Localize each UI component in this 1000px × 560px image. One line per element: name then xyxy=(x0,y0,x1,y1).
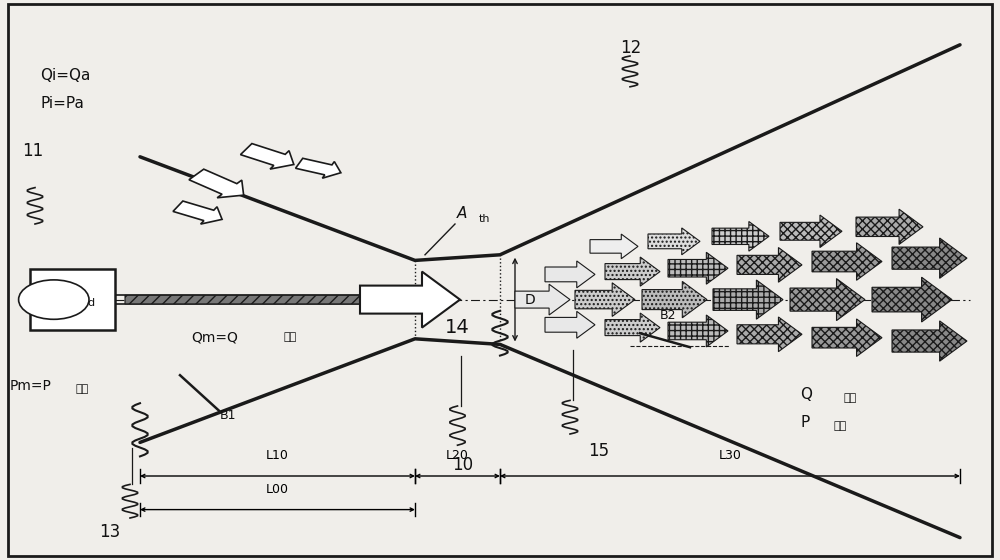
Text: 燃气: 燃气 xyxy=(75,384,88,394)
Polygon shape xyxy=(712,221,769,251)
Text: 13: 13 xyxy=(99,523,121,541)
Text: Qi=Qa: Qi=Qa xyxy=(40,68,90,83)
Text: 14: 14 xyxy=(445,318,470,337)
Text: B1: B1 xyxy=(220,409,237,422)
Polygon shape xyxy=(590,234,638,259)
Polygon shape xyxy=(545,311,595,338)
Polygon shape xyxy=(737,248,802,282)
Polygon shape xyxy=(360,272,460,328)
Polygon shape xyxy=(648,228,700,255)
Polygon shape xyxy=(575,283,635,316)
Text: 10: 10 xyxy=(452,456,473,474)
Circle shape xyxy=(19,280,89,319)
Text: th: th xyxy=(479,214,490,224)
Polygon shape xyxy=(668,315,728,347)
Polygon shape xyxy=(173,201,222,224)
Text: 燃气: 燃气 xyxy=(283,332,296,342)
Polygon shape xyxy=(892,238,967,278)
Polygon shape xyxy=(668,253,728,284)
Text: Qm=Q: Qm=Q xyxy=(192,330,238,344)
Polygon shape xyxy=(790,278,865,320)
Polygon shape xyxy=(812,319,882,356)
Polygon shape xyxy=(892,321,967,361)
Text: d: d xyxy=(88,298,95,307)
Polygon shape xyxy=(856,209,923,244)
Polygon shape xyxy=(125,293,440,306)
Polygon shape xyxy=(545,261,595,288)
Polygon shape xyxy=(240,143,294,169)
Polygon shape xyxy=(642,281,707,318)
Bar xyxy=(30,269,115,330)
Polygon shape xyxy=(605,313,660,342)
Polygon shape xyxy=(605,257,660,286)
Text: L30: L30 xyxy=(719,449,741,462)
Text: P: P xyxy=(800,416,809,430)
Text: Pm=P: Pm=P xyxy=(10,380,52,393)
Text: Pi=Pa: Pi=Pa xyxy=(40,96,84,111)
Text: L20: L20 xyxy=(446,449,469,462)
Polygon shape xyxy=(872,277,952,322)
Text: 15: 15 xyxy=(588,442,609,460)
Polygon shape xyxy=(713,280,783,319)
Polygon shape xyxy=(296,158,341,178)
Text: 12: 12 xyxy=(620,39,641,57)
Text: L00: L00 xyxy=(266,483,289,496)
Text: Q: Q xyxy=(800,388,812,402)
Text: L10: L10 xyxy=(266,449,289,462)
Polygon shape xyxy=(515,284,570,315)
Polygon shape xyxy=(737,317,802,352)
Text: A: A xyxy=(457,206,467,221)
Polygon shape xyxy=(189,169,244,198)
Text: 最小: 最小 xyxy=(843,393,856,403)
Text: 11: 11 xyxy=(22,142,43,160)
Text: 最小: 最小 xyxy=(833,421,846,431)
Polygon shape xyxy=(812,243,882,280)
Text: B2: B2 xyxy=(660,309,676,322)
Polygon shape xyxy=(780,215,842,248)
Text: D: D xyxy=(525,292,536,306)
